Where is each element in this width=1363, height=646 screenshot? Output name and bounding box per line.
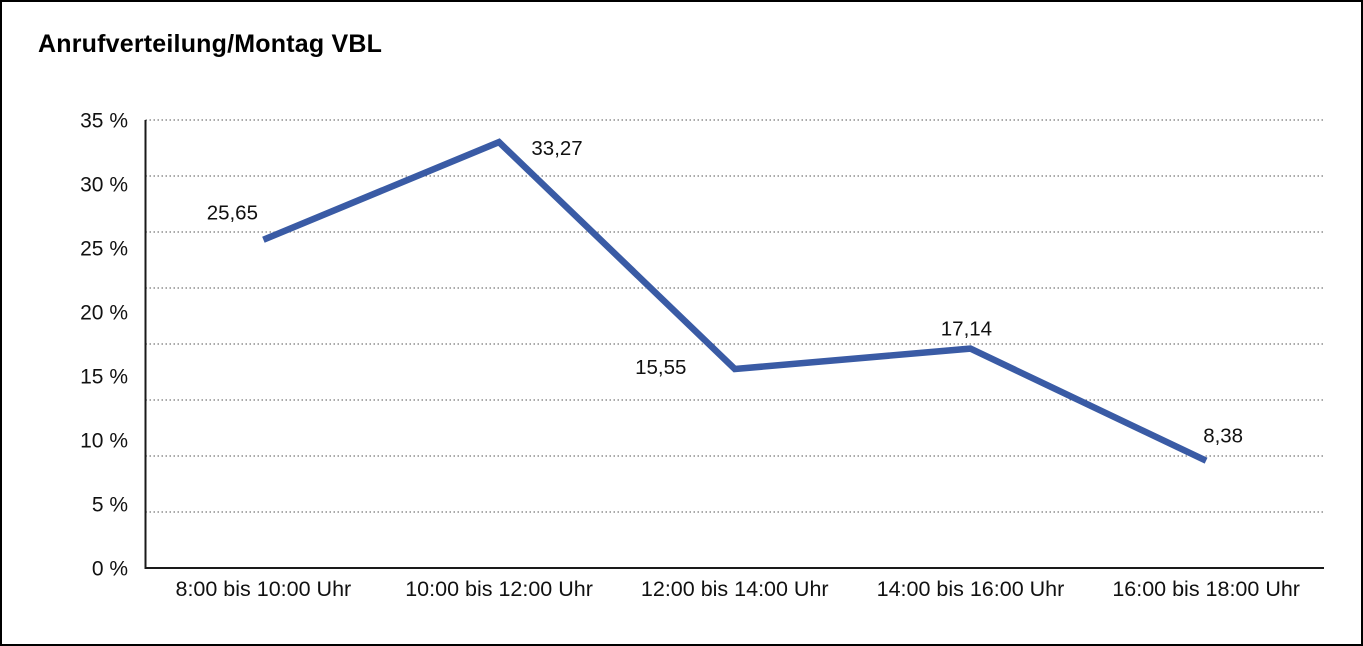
x-axis-category-label: 14:00 bis 16:00 Uhr: [877, 577, 1065, 601]
y-axis-tick-label: 15 %: [80, 366, 128, 389]
data-point-label: 33,27: [531, 137, 582, 160]
data-point-label: 8,38: [1203, 425, 1243, 448]
x-axis-category-label: 12:00 bis 14:00 Uhr: [641, 577, 829, 601]
x-axis-category-label: 16:00 bis 18:00 Uhr: [1112, 577, 1300, 601]
data-point-label: 17,14: [941, 318, 992, 341]
y-axis-tick-label: 10 %: [80, 430, 128, 453]
data-point-label: 15,55: [635, 356, 686, 379]
y-axis-tick-label: 5 %: [92, 494, 128, 517]
x-axis-category-label: 10:00 bis 12:00 Uhr: [405, 577, 593, 601]
x-axis-category-label: 8:00 bis 10:00 Uhr: [175, 577, 351, 601]
y-axis-tick-label: 35 %: [80, 110, 128, 133]
y-axis-tick-label: 0 %: [92, 558, 128, 581]
data-series-line: [262, 138, 1208, 464]
y-axis-tick-label: 25 %: [80, 238, 128, 261]
y-axis-tick-label: 30 %: [80, 174, 128, 197]
y-axis-tick-label: 20 %: [80, 302, 128, 325]
data-point-label: 25,65: [207, 202, 258, 225]
chart-title: Anrufverteilung/Montag VBL: [38, 30, 383, 58]
